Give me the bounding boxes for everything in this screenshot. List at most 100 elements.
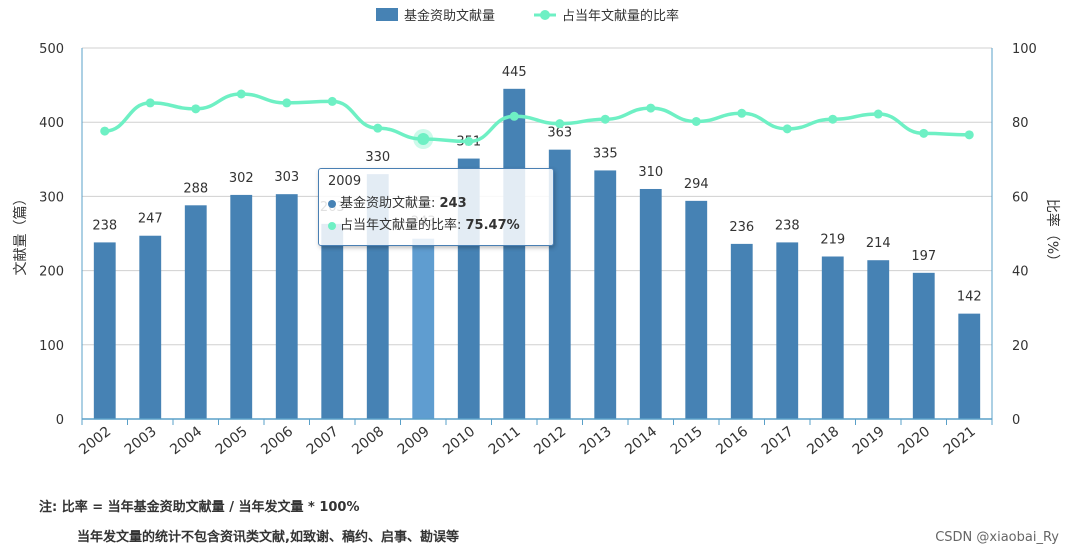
bar-value-label: 238 <box>92 218 117 233</box>
x-tick-label: 2020 <box>895 424 933 459</box>
bar-value-label: 142 <box>957 290 982 305</box>
line-series-dot-icon <box>328 221 336 230</box>
x-tick-label: 2004 <box>167 423 205 458</box>
y-right-tick-label: 60 <box>1012 190 1029 205</box>
ratio-point <box>100 126 110 136</box>
x-tick-label: 2007 <box>304 424 342 459</box>
y-right-tick-label: 0 <box>1012 413 1020 428</box>
y-right-tick-label: 100 <box>1012 42 1037 57</box>
tooltip-title: 2009 <box>328 174 362 189</box>
bar-value-label: 238 <box>775 218 800 233</box>
legend-line-label: 占当年文献量的比率 <box>562 8 679 24</box>
bar <box>776 242 799 419</box>
x-tick-label: 2016 <box>713 423 751 458</box>
x-tick-label: 2013 <box>577 424 615 459</box>
ratio-point <box>555 119 565 129</box>
bar-value-label: 197 <box>911 249 936 264</box>
legend-bar-label: 基金资助文献量 <box>404 8 495 24</box>
x-tick-label: 2012 <box>531 424 569 459</box>
tooltip-line-label: 占当年文献量的比率: <box>340 218 466 233</box>
bar <box>93 242 116 419</box>
note-formula: 注: 比率 = 当年基金资助文献量 / 当年发文量 * 100% <box>39 500 360 515</box>
y-left-tick-label: 0 <box>56 413 64 428</box>
x-tick-label: 2003 <box>122 424 160 459</box>
note-exclusion: 当年发文量的统计不包含资讯类文献,如致谢、稿约、启事、勘误等 <box>77 530 459 545</box>
legend-bar-swatch <box>376 8 398 21</box>
ratio-point <box>873 109 883 119</box>
bar-value-label: 330 <box>365 150 390 165</box>
ratio-point <box>600 114 610 124</box>
y-right-tick-label: 40 <box>1012 265 1029 280</box>
tooltip-bar-label: 基金资助文献量: <box>340 196 440 211</box>
tooltip-line-row: 占当年文献量的比率: 75.47% <box>328 214 544 233</box>
x-tick-label: 2021 <box>941 424 979 459</box>
bar-value-label: 294 <box>684 177 709 192</box>
bar <box>548 149 571 420</box>
bar-value-label: 335 <box>593 146 618 161</box>
legend-line-marker <box>540 10 550 20</box>
ratio-point <box>191 104 201 114</box>
watermark: CSDN @xiaobai_Ry <box>935 530 1059 545</box>
bar-value-label: 363 <box>547 126 572 141</box>
ratio-point <box>919 128 929 138</box>
y-left-tick-label: 100 <box>39 339 64 354</box>
bar <box>321 223 344 419</box>
y-right-tick-label: 80 <box>1012 116 1029 131</box>
ratio-point <box>964 130 974 140</box>
x-tick-label: 2006 <box>258 423 296 458</box>
bar-value-label: 214 <box>866 236 891 251</box>
ratio-point <box>464 136 474 146</box>
bar <box>412 238 435 419</box>
y-right-axis-label: 比率（%） <box>1044 199 1061 268</box>
ratio-point <box>646 103 656 113</box>
y-left-tick-label: 500 <box>39 42 64 57</box>
bar <box>867 260 890 419</box>
bar-value-label: 247 <box>138 212 163 227</box>
x-tick-label: 2011 <box>486 424 524 459</box>
bar <box>958 313 981 419</box>
tooltip-bar-value: 243 <box>439 196 467 211</box>
x-tick-label: 2002 <box>76 424 114 459</box>
y-right-tick-label: 20 <box>1012 339 1029 354</box>
bar <box>685 200 708 419</box>
ratio-point <box>327 96 337 106</box>
y-left-tick-label: 400 <box>39 116 64 131</box>
x-tick-label: 2015 <box>668 424 706 459</box>
chart-tooltip: 2009 基金资助文献量: 243 占当年文献量的比率: 75.47% <box>318 168 554 246</box>
ratio-point <box>373 123 383 133</box>
ratio-point <box>691 116 701 126</box>
bar-value-label: 219 <box>820 233 845 248</box>
tooltip-line-value: 75.47% <box>465 218 520 233</box>
ratio-point <box>782 124 792 134</box>
bar <box>912 272 935 419</box>
ratio-point <box>282 98 292 108</box>
bar <box>821 256 844 419</box>
x-tick-label: 2008 <box>349 424 387 459</box>
bar-value-label: 445 <box>502 65 527 80</box>
bar-series-dot-icon <box>328 199 336 208</box>
bar-value-label: 303 <box>274 170 299 185</box>
ratio-point <box>737 108 747 118</box>
y-left-tick-label: 200 <box>39 265 64 280</box>
x-tick-label: 2017 <box>759 424 797 459</box>
bar <box>730 243 753 419</box>
bar <box>184 205 207 419</box>
ratio-point <box>509 111 519 121</box>
ratio-line <box>104 92 970 144</box>
x-tick-label: 2010 <box>440 424 478 459</box>
bar-value-label: 288 <box>183 181 208 196</box>
bar-value-label: 310 <box>638 165 663 180</box>
x-tick-label: 2014 <box>622 423 660 458</box>
bar-value-label: 236 <box>729 220 754 235</box>
x-tick-label: 2009 <box>395 424 433 459</box>
ratio-point <box>828 114 838 124</box>
bar <box>503 88 526 419</box>
bar <box>275 194 298 419</box>
ratio-point <box>236 89 246 99</box>
ratio-point <box>145 98 155 108</box>
x-tick-label: 2005 <box>213 424 251 459</box>
bar <box>639 188 662 419</box>
bar <box>230 194 253 419</box>
bar <box>139 235 162 419</box>
